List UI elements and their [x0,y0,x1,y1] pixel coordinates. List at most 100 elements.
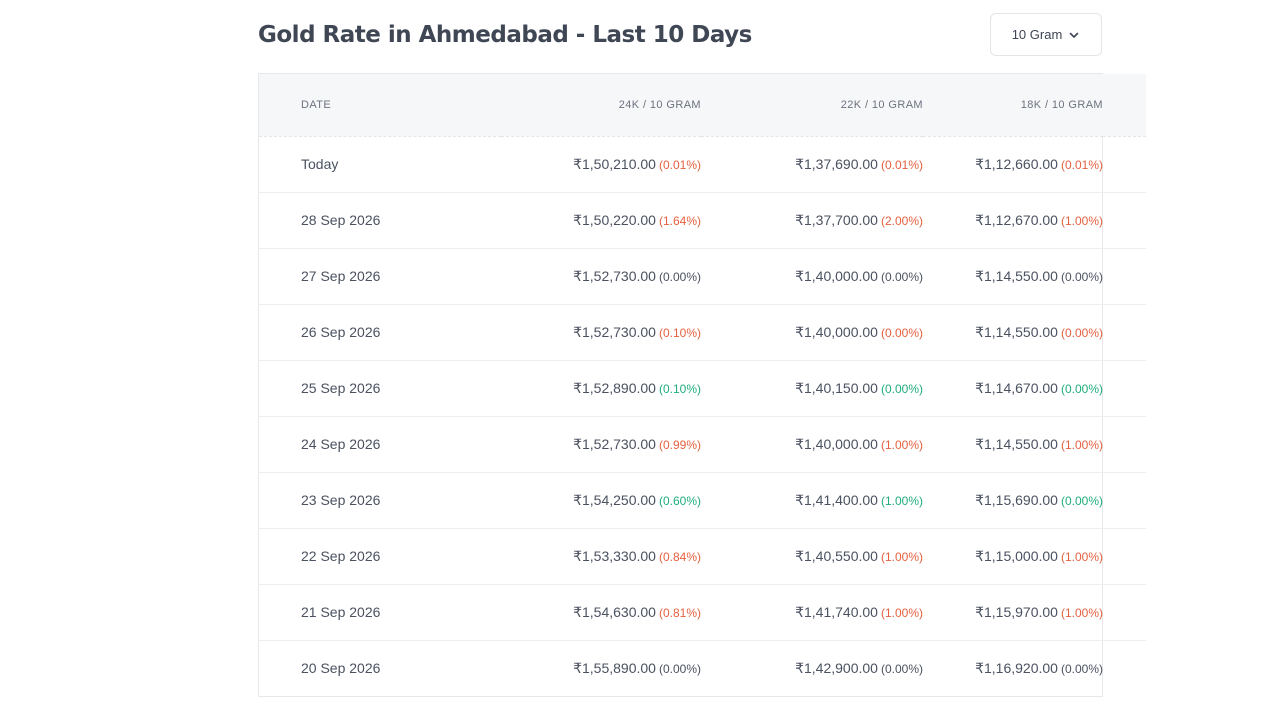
rate-cell-k22: ₹1,37,700.00 (2.00%) [701,192,923,248]
rate-price: ₹1,40,150.00 [795,379,878,396]
row-date: 26 Sep 2026 [301,324,381,340]
rate-cell-k24: ₹1,50,220.00 (1.64%) [501,192,701,248]
row-date: 24 Sep 2026 [301,436,381,452]
rate-cell-k18: ₹1,12,670.00 (1.00%) [923,192,1103,248]
row-spacer [1103,472,1146,528]
rate-price: ₹1,50,210.00 [573,155,656,172]
rate-price: ₹1,14,550.00 [975,267,1058,284]
rate-cell-k18: ₹1,16,920.00 (0.00%) [923,640,1103,696]
rate-price: ₹1,14,550.00 [975,323,1058,340]
header-24k: 24K / 10 GRAM [501,74,701,137]
table-body: Today ₹1,50,210.00 (0.01%) ₹1,37,690.00 (0.0… [259,136,1146,696]
rate-change: (0.00%) [880,269,923,284]
rate-change: (0.00%) [1060,381,1103,396]
row-spacer [1103,136,1146,192]
rate-price: ₹1,41,400.00 [795,491,878,508]
rate-change: (1.00%) [1060,605,1103,620]
row-date: 20 Sep 2026 [301,660,381,677]
rate-cell-k24: ₹1,54,250.00 (0.60%) [501,472,701,528]
rate-cell-k18: ₹1,15,000.00 (1.00%) [923,528,1103,584]
rate-change: (1.00%) [1060,437,1103,452]
row-spacer [1103,360,1146,416]
rate-cell-k22: ₹1,41,740.00 (1.00%) [701,584,923,640]
row-spacer [1103,528,1146,584]
table-row: Today ₹1,50,210.00 (0.01%) ₹1,37,690.00 (0.0… [259,136,1146,192]
rate-price: ₹1,54,630.00 [573,603,656,620]
rate-cell-k24: ₹1,52,890.00 (0.10%) [501,360,701,416]
rate-price: ₹1,52,890.00 [573,379,656,396]
rate-price: ₹1,40,000.00 [795,323,878,340]
table-row: 25 Sep 2026 ₹1,52,890.00 (0.10%) ₹1,40,150.… [259,360,1146,416]
rate-change: (0.00%) [1060,325,1103,340]
rate-cell-k18: ₹1,15,970.00 (1.00%) [923,584,1103,640]
rate-change: (1.00%) [880,493,923,508]
rate-price: ₹1,40,550.00 [795,547,878,564]
rate-cell-k22: ₹1,40,000.00 (0.00%) [701,304,923,360]
row-spacer [1103,304,1146,360]
rate-cell-k22: ₹1,37,690.00 (0.01%) [701,136,923,192]
rate-change: (2.00%) [880,213,923,228]
rate-change: (0.01%) [1060,157,1103,172]
rate-cell-k22: ₹1,40,000.00 (0.00%) [701,248,923,304]
row-date: 22 Sep 2026 [301,548,381,564]
rate-change: (1.00%) [1060,213,1103,228]
rate-price: ₹1,37,700.00 [795,211,878,228]
rate-price: ₹1,15,970.00 [975,603,1058,620]
row-date: 25 Sep 2026 [301,380,381,396]
rate-price: ₹1,12,670.00 [975,211,1058,228]
rate-change: (0.01%) [880,157,923,172]
header-date: DATE [259,74,501,137]
rate-cell-k24: ₹1,54,630.00 (0.81%) [501,584,701,640]
header-18k: 18K / 10 GRAM [923,74,1103,137]
rate-change: (0.81%) [658,605,701,620]
unit-dropdown[interactable]: 10 Gram [990,13,1102,56]
row-date: Today [301,156,339,172]
rate-cell-k22: ₹1,40,550.00 (1.00%) [701,528,923,584]
rate-price: ₹1,14,670.00 [975,379,1058,396]
rate-cell-k18: ₹1,14,550.00 (0.00%) [923,304,1103,360]
table-row: 22 Sep 2026 ₹1,53,330.00 (0.84%) ₹1,40,550.… [259,528,1146,584]
rate-change: (0.00%) [880,661,923,676]
row-date: 21 Sep 2026 [301,604,381,620]
row-date: 28 Sep 2026 [301,212,381,228]
rate-price: ₹1,41,740.00 [795,603,878,620]
rate-price: ₹1,37,690.00 [795,155,878,172]
rate-change: (0.10%) [658,381,701,396]
row-spacer [1103,248,1146,304]
rate-change: (1.00%) [880,549,923,564]
rate-price: ₹1,40,000.00 [795,267,878,284]
gold-rate-table: DATE 24K / 10 GRAM 22K / 10 GRAM 18K / 1… [258,73,1146,697]
rate-change: (0.84%) [658,549,701,564]
table-row: 24 Sep 2026 ₹1,52,730.00 (0.99%) ₹1,40,000.… [259,416,1146,472]
unit-dropdown-value: 10 Gram [1011,27,1063,42]
rate-cell-k22: ₹1,41,400.00 (1.00%) [701,472,923,528]
rate-cell-k18: ₹1,12,660.00 (0.01%) [923,136,1103,192]
rate-price: ₹1,14,550.00 [975,435,1058,452]
rate-change: (0.60%) [658,493,701,508]
rate-price: ₹1,16,920.00 [975,659,1058,676]
chevron-down-icon [1068,29,1080,41]
rate-cell-k18: ₹1,14,550.00 (0.00%) [923,248,1103,304]
rate-change: (0.00%) [658,269,701,284]
header-spacer [1103,74,1146,137]
rate-change: (0.00%) [1060,493,1103,508]
rate-cell-k22: ₹1,40,000.00 (1.00%) [701,416,923,472]
rate-price: ₹1,52,730.00 [573,435,656,452]
rate-price: ₹1,52,730.00 [573,323,656,340]
rate-change: (0.10%) [658,325,701,340]
rate-price: ₹1,42,900.00 [795,659,878,676]
rate-change: (0.01%) [658,157,701,172]
rate-price: ₹1,15,000.00 [975,547,1058,564]
header-22k: 22K / 10 GRAM [701,74,923,137]
rate-price: ₹1,55,890.00 [573,659,656,676]
rate-cell-k24: ₹1,52,730.00 (0.99%) [501,416,701,472]
rate-price: ₹1,50,220.00 [573,211,656,228]
table-header-row: DATE 24K / 10 GRAM 22K / 10 GRAM 18K / 1… [259,74,1146,137]
table-row: 26 Sep 2026 ₹1,52,730.00 (0.10%) ₹1,40,000.… [259,304,1146,360]
rate-price: ₹1,12,660.00 [975,155,1058,172]
rate-cell-k18: ₹1,14,670.00 (0.00%) [923,360,1103,416]
rate-price: ₹1,54,250.00 [573,491,656,508]
row-spacer [1103,192,1146,248]
rate-cell-k22: ₹1,42,900.00 (0.00%) [701,640,923,696]
